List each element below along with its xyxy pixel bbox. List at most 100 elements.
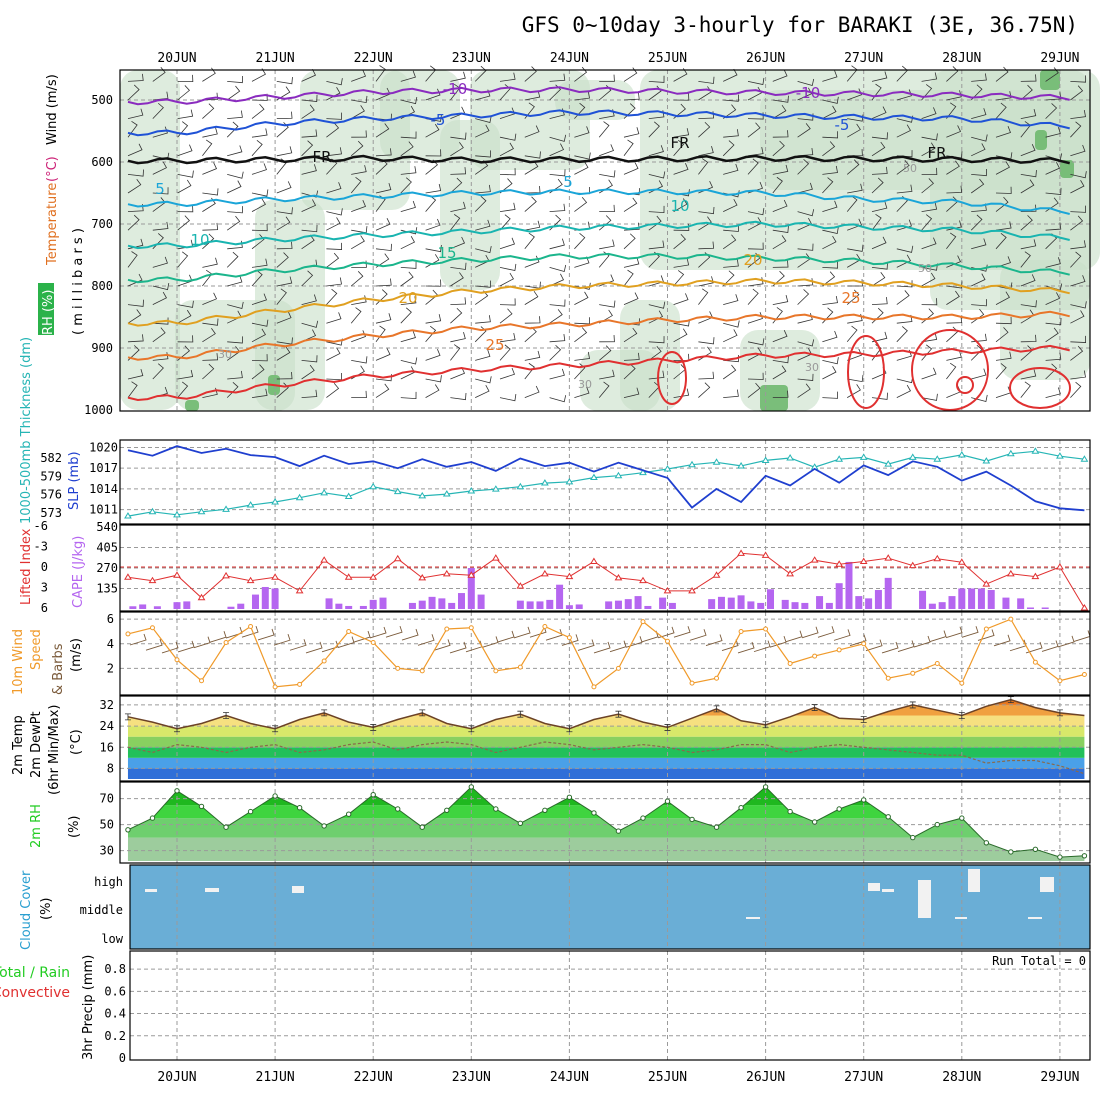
date-label-top: 26JUN xyxy=(746,51,785,66)
wind-barb xyxy=(276,216,291,231)
wind-barb xyxy=(971,368,987,380)
upper-air-panel: -10 -10 -5 -5 FR FR FR 5 5 10 10 15 20 20 25 25 30 30 30 50… xyxy=(38,65,1100,417)
wind-barb xyxy=(375,278,392,287)
data-point xyxy=(639,468,647,476)
wind-barb xyxy=(896,89,912,101)
contour-label: FR xyxy=(927,144,946,162)
data-point xyxy=(125,827,131,833)
wind-barb xyxy=(400,166,417,175)
upper-y-tick: 500 xyxy=(91,93,113,107)
wind-barb xyxy=(251,354,268,362)
data-point xyxy=(197,593,206,601)
cape-bar xyxy=(884,577,892,609)
surface-barb xyxy=(401,628,419,641)
wind-barb xyxy=(301,104,315,119)
data-point xyxy=(591,810,597,816)
data-point xyxy=(1008,849,1014,855)
temp-panel-frame xyxy=(119,695,1091,782)
wind-barb xyxy=(227,336,243,344)
bottom-date-axis: 20JUN 21JUN 22JUN 23JUN 24JUN 25JUN 26JUN 27JUN… xyxy=(157,1070,1079,1085)
wind-barb xyxy=(847,88,863,101)
data-point xyxy=(442,569,451,577)
data-point xyxy=(395,665,401,671)
wind-barb xyxy=(995,161,1010,175)
wind-barb xyxy=(524,255,540,268)
wind-barb xyxy=(747,382,761,398)
wind-barb xyxy=(276,111,293,119)
wind-barb xyxy=(301,129,318,138)
wind-barb xyxy=(400,261,417,269)
wind-barb xyxy=(202,292,218,305)
wind-barb xyxy=(326,122,340,138)
cape-bar xyxy=(767,589,775,609)
data-point xyxy=(664,798,671,804)
wind-barb xyxy=(1020,109,1037,119)
wind-barb xyxy=(524,316,541,324)
cape-bar xyxy=(624,599,632,609)
wind-barb xyxy=(276,146,293,157)
data-point xyxy=(419,668,425,674)
cape-bar xyxy=(237,603,245,609)
wind-barb xyxy=(276,122,289,138)
wind-barb xyxy=(127,251,138,268)
data-point xyxy=(148,576,157,584)
surface-barb xyxy=(129,633,147,646)
wind-barb xyxy=(276,311,292,324)
wind-barb xyxy=(326,182,342,194)
wind-barb xyxy=(673,163,689,175)
cloud-grid xyxy=(176,865,1061,949)
wind-barb xyxy=(648,336,665,344)
wind-barb xyxy=(599,274,615,287)
data-point xyxy=(1056,563,1064,570)
wind-barb xyxy=(524,290,539,305)
cape-bar xyxy=(516,600,524,609)
wind-barb xyxy=(524,232,535,250)
surface-barb xyxy=(545,629,563,641)
data-point xyxy=(395,806,401,812)
wind-barb xyxy=(822,235,837,250)
cape-bar xyxy=(345,605,353,609)
warm-contour xyxy=(847,335,885,409)
wind-barb xyxy=(574,91,590,101)
wind-barb xyxy=(450,307,463,324)
data-point xyxy=(271,573,279,580)
data-point xyxy=(688,586,696,594)
surface-barb xyxy=(705,634,723,646)
data-point xyxy=(957,558,966,565)
wind-barb xyxy=(375,148,392,157)
wind-barb xyxy=(1020,179,1035,194)
wind-barb xyxy=(673,128,690,138)
data-point xyxy=(124,573,132,580)
contour-label: FR xyxy=(670,134,689,152)
ylabel-rh2m-unit: (%) xyxy=(67,816,82,839)
data-point xyxy=(615,665,621,671)
data-point xyxy=(836,647,842,653)
wind-barb xyxy=(326,208,343,216)
wind-barb xyxy=(1045,318,1062,326)
ylabel-cape: CAPE (J/kg) xyxy=(71,536,86,608)
surface-barb xyxy=(881,641,899,654)
wind-barb xyxy=(251,128,268,138)
wind-barb xyxy=(599,369,615,380)
wind-barb xyxy=(970,308,985,324)
li-tick: -6 xyxy=(34,519,48,533)
cape-bar xyxy=(737,595,745,609)
rh-band xyxy=(127,837,1085,861)
wind-barb xyxy=(722,234,737,250)
data-point xyxy=(540,479,549,486)
wind-barb xyxy=(127,214,140,231)
wind-barb xyxy=(623,269,634,287)
wind-barb xyxy=(152,126,168,138)
minmax-whisker xyxy=(517,710,524,718)
cape-bar xyxy=(659,597,667,609)
data-point xyxy=(590,473,598,481)
wind-barb xyxy=(450,167,467,175)
rh-dark-region xyxy=(1035,130,1047,150)
minmax-whisker xyxy=(321,709,328,717)
wind-barb xyxy=(698,146,714,157)
wind-barb xyxy=(995,327,1009,343)
data-point xyxy=(885,675,891,681)
cape-bar xyxy=(536,601,544,609)
data-point xyxy=(393,554,402,562)
surface-barb xyxy=(945,626,963,639)
